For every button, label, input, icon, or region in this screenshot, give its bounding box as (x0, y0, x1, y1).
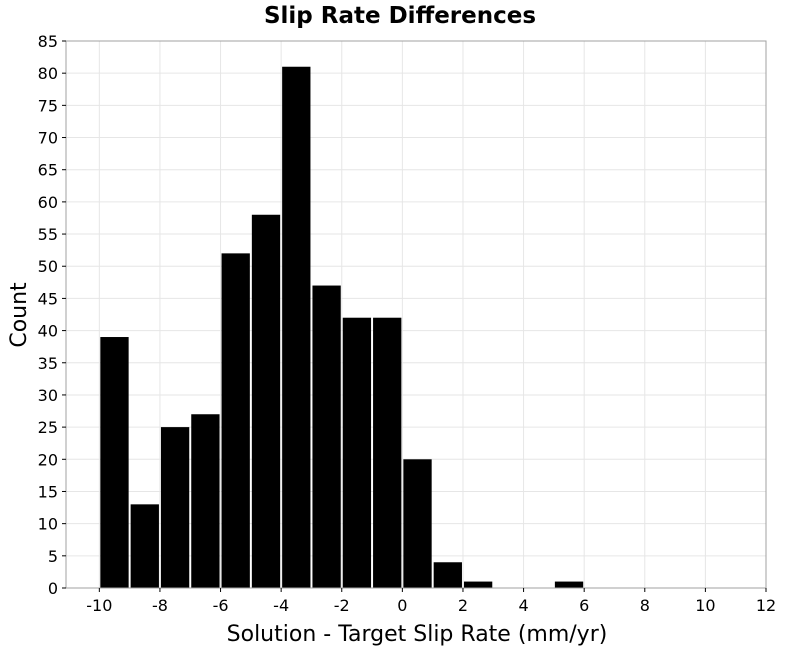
y-tick-label: 50 (38, 257, 58, 276)
x-axis-label: Solution - Target Slip Rate (mm/yr) (227, 622, 608, 647)
y-tick-label: 10 (38, 515, 58, 534)
x-tick-label: 12 (756, 596, 776, 615)
chart-title: Slip Rate Differences (264, 3, 536, 29)
x-tick-label: 8 (640, 596, 650, 615)
y-tick-label: 40 (38, 322, 58, 341)
x-tick-label: 0 (397, 596, 407, 615)
histogram-bar (130, 504, 159, 588)
y-tick-label: 85 (38, 32, 58, 51)
bars (100, 66, 584, 589)
x-tick-label: 4 (518, 596, 528, 615)
y-tick-label: 5 (48, 547, 58, 566)
histogram-bar (554, 581, 584, 588)
histogram-bar (100, 337, 129, 588)
y-tick-label: 70 (38, 129, 58, 148)
plot-area (65, 40, 767, 589)
y-tick-label: 45 (38, 289, 58, 308)
x-tick-label: 2 (458, 596, 468, 615)
x-tick-label: -10 (86, 596, 112, 615)
y-tick-label: 65 (38, 161, 58, 180)
y-tick-label: 15 (38, 482, 58, 501)
x-tick-label: 10 (695, 596, 715, 615)
histogram-bar (463, 581, 493, 588)
histogram-bar (191, 414, 220, 588)
y-tick-label: 55 (38, 225, 58, 244)
histogram-bar (342, 317, 372, 588)
y-tick-label: 60 (38, 193, 58, 212)
x-tick-label: 6 (579, 596, 589, 615)
y-tick-label: 75 (38, 96, 58, 115)
x-tick-label: -4 (273, 596, 289, 615)
histogram-bar (433, 562, 462, 588)
histogram-bar (282, 66, 311, 589)
histogram-bar (312, 285, 341, 588)
y-tick-label: 80 (38, 64, 58, 83)
y-tick-label: 35 (38, 354, 58, 373)
histogram-bar (221, 253, 250, 589)
y-tick-label: 20 (38, 450, 58, 469)
histogram-bar (251, 214, 281, 589)
x-tick-label: -2 (334, 596, 350, 615)
y-tick-label: 25 (38, 418, 58, 437)
histogram-bar (373, 317, 402, 588)
x-tick-label: -8 (152, 596, 168, 615)
y-axis-label: Count (7, 282, 32, 348)
histogram-bar (160, 427, 190, 588)
y-tick-label: 0 (48, 579, 58, 598)
x-tick-label: -6 (213, 596, 229, 615)
y-tick-label: 30 (38, 386, 58, 405)
histogram-bar (403, 459, 432, 588)
ticks: -10 -8 -6 -4 -2 0 2 4 6 8 10 12 0 5 10 15 20 25 30 35 40 45 50… (38, 32, 777, 615)
